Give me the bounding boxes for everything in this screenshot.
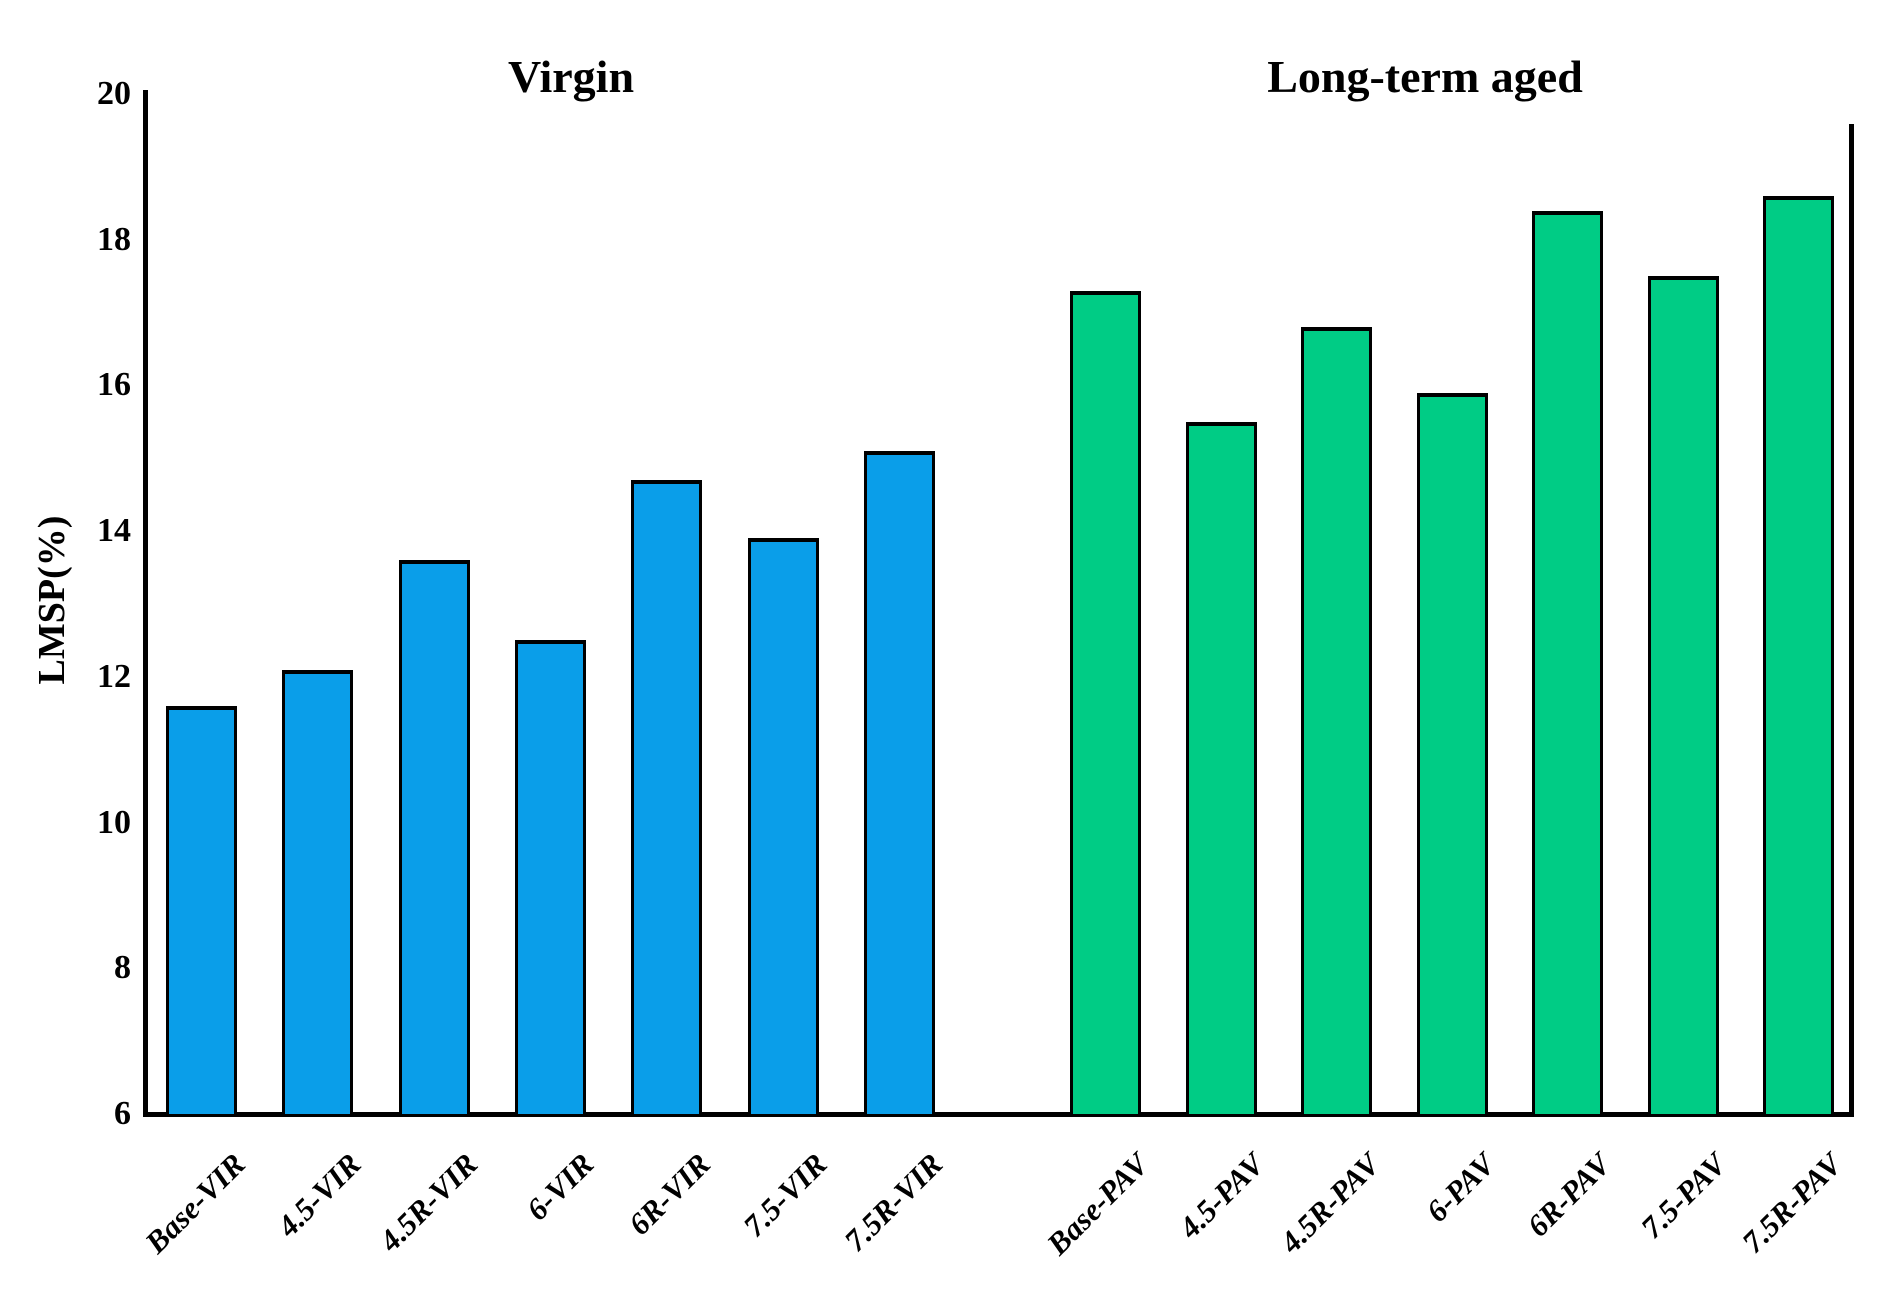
bar-4.5R-PAV [1301,327,1372,1117]
x-tick-label-7.5-PAV: 7.5-PAV [1634,1146,1734,1246]
x-tick-label-4.5-VIR: 4.5-VIR [270,1146,368,1244]
virgin-group-band: Virgin [145,29,997,124]
bar-6-PAV [1417,393,1488,1117]
bar-7.5R-VIR [864,451,935,1117]
bar-6-VIR [515,640,586,1117]
y-tick-label: 12 [97,657,131,695]
bar-4.5-VIR [282,670,353,1117]
bar-6R-PAV [1532,211,1603,1117]
y-tick-label: 8 [114,949,131,987]
x-tick-label-7.5R-PAV: 7.5R-PAV [1735,1146,1849,1260]
bar-4.5-PAV [1186,422,1257,1117]
y-tick-label: 10 [97,803,131,841]
x-tick-label-4.5R-PAV: 4.5R-PAV [1273,1146,1387,1260]
x-tick-label-7.5R-VIR: 7.5R-VIR [837,1146,950,1259]
bar-4.5R-VIR [399,560,470,1117]
x-tick-label-6R-PAV: 6R-PAV [1520,1146,1618,1244]
x-tick-label-7.5-VIR: 7.5-VIR [735,1146,834,1244]
y-tick-label: 18 [97,220,131,258]
bar-Base-PAV [1070,291,1141,1117]
virgin-group-title: Virgin [507,51,635,102]
x-tick-label-6R-VIR: 6R-VIR [621,1146,717,1242]
y-tick-label: 14 [97,512,131,550]
bar-7.5-VIR [748,538,819,1117]
bar-7.5-PAV [1648,276,1719,1117]
bar-7.5R-PAV [1763,196,1834,1117]
long-term-aged-group-title: Long-term aged [1267,51,1583,102]
long-term-aged-group-band: Long-term aged [997,29,1853,124]
y-axis-line [143,90,148,1117]
y-tick-label: 6 [114,1095,131,1132]
x-tick-label-4.5-PAV: 4.5-PAV [1172,1146,1272,1246]
x-tick-label-6-VIR: 6-VIR [519,1146,601,1228]
y-tick-label: 16 [97,366,131,404]
bar-Base-VIR [166,706,237,1117]
x-tick-label-4.5R-VIR: 4.5R-VIR [372,1146,485,1259]
bar-6R-VIR [631,480,702,1117]
right-axis-line [1849,124,1854,1117]
x-tick-label-6-PAV: 6-PAV [1419,1146,1503,1229]
x-tick-label-Base-PAV: Base-PAV [1040,1146,1156,1262]
y-tick-label: 20 [97,75,131,112]
x-axis-line [143,1112,1854,1117]
x-tick-label-Base-VIR: Base-VIR [137,1146,252,1260]
